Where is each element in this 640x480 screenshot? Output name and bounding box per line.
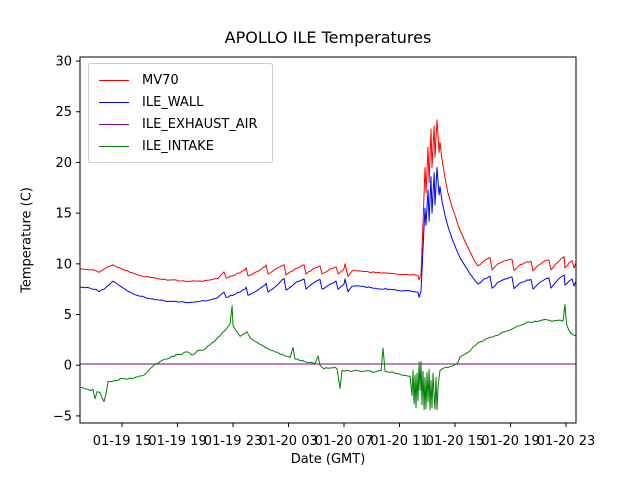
x-tick-label: 01-20 19 [481, 434, 539, 449]
legend-swatch [99, 123, 129, 125]
y-tick-label: 30 [55, 55, 72, 70]
legend-label: ILE_EXHAUST_AIR [142, 116, 258, 132]
legend-swatch [99, 79, 129, 81]
x-axis-label: Date (GMT) [290, 452, 366, 467]
legend-item-ile_wall: ILE_WALL [99, 91, 258, 113]
x-tick-label: 01-19 15 [93, 434, 151, 449]
y-tick-label: 20 [55, 156, 72, 171]
y-tick-label: 0 [64, 359, 72, 374]
y-tick-label: 5 [64, 308, 72, 323]
legend-swatch [99, 101, 129, 103]
y-axis-label: Temperature (C) [19, 187, 35, 293]
legend-label: MV70 [142, 72, 179, 88]
x-tick-label: 01-20 07 [315, 434, 373, 449]
y-tick-label: 10 [55, 257, 72, 272]
x-tick-label: 01-20 11 [370, 434, 428, 449]
x-tick-label: 01-20 23 [537, 434, 595, 449]
plot-border [79, 56, 577, 424]
legend-swatch [99, 145, 129, 147]
y-tick-label: −5 [53, 409, 72, 424]
legend-label: ILE_INTAKE [142, 138, 214, 154]
chart-title: APOLLO ILE Temperatures [224, 28, 432, 47]
legend-item-ile_exhaust_air: ILE_EXHAUST_AIR [99, 113, 258, 135]
x-tick-label: 01-20 15 [426, 434, 484, 449]
x-tick-label: 01-19 23 [204, 434, 262, 449]
series-line-mv70 [80, 119, 576, 283]
legend-item-ile_intake: ILE_INTAKE [99, 135, 258, 157]
series-line-ile_wall [80, 167, 576, 304]
x-tick-label: 01-19 19 [148, 434, 206, 449]
legend-label: ILE_WALL [142, 94, 204, 110]
x-tick-label: 01-20 03 [259, 434, 317, 449]
series-line-ile_intake [80, 303, 576, 411]
y-tick-label: 15 [55, 207, 72, 222]
legend: MV70 ILE_WALL ILE_EXHAUST_AIR ILE_INTAKE [88, 63, 273, 163]
legend-item-mv70: MV70 [99, 69, 258, 91]
y-tick-label: 25 [55, 105, 72, 120]
